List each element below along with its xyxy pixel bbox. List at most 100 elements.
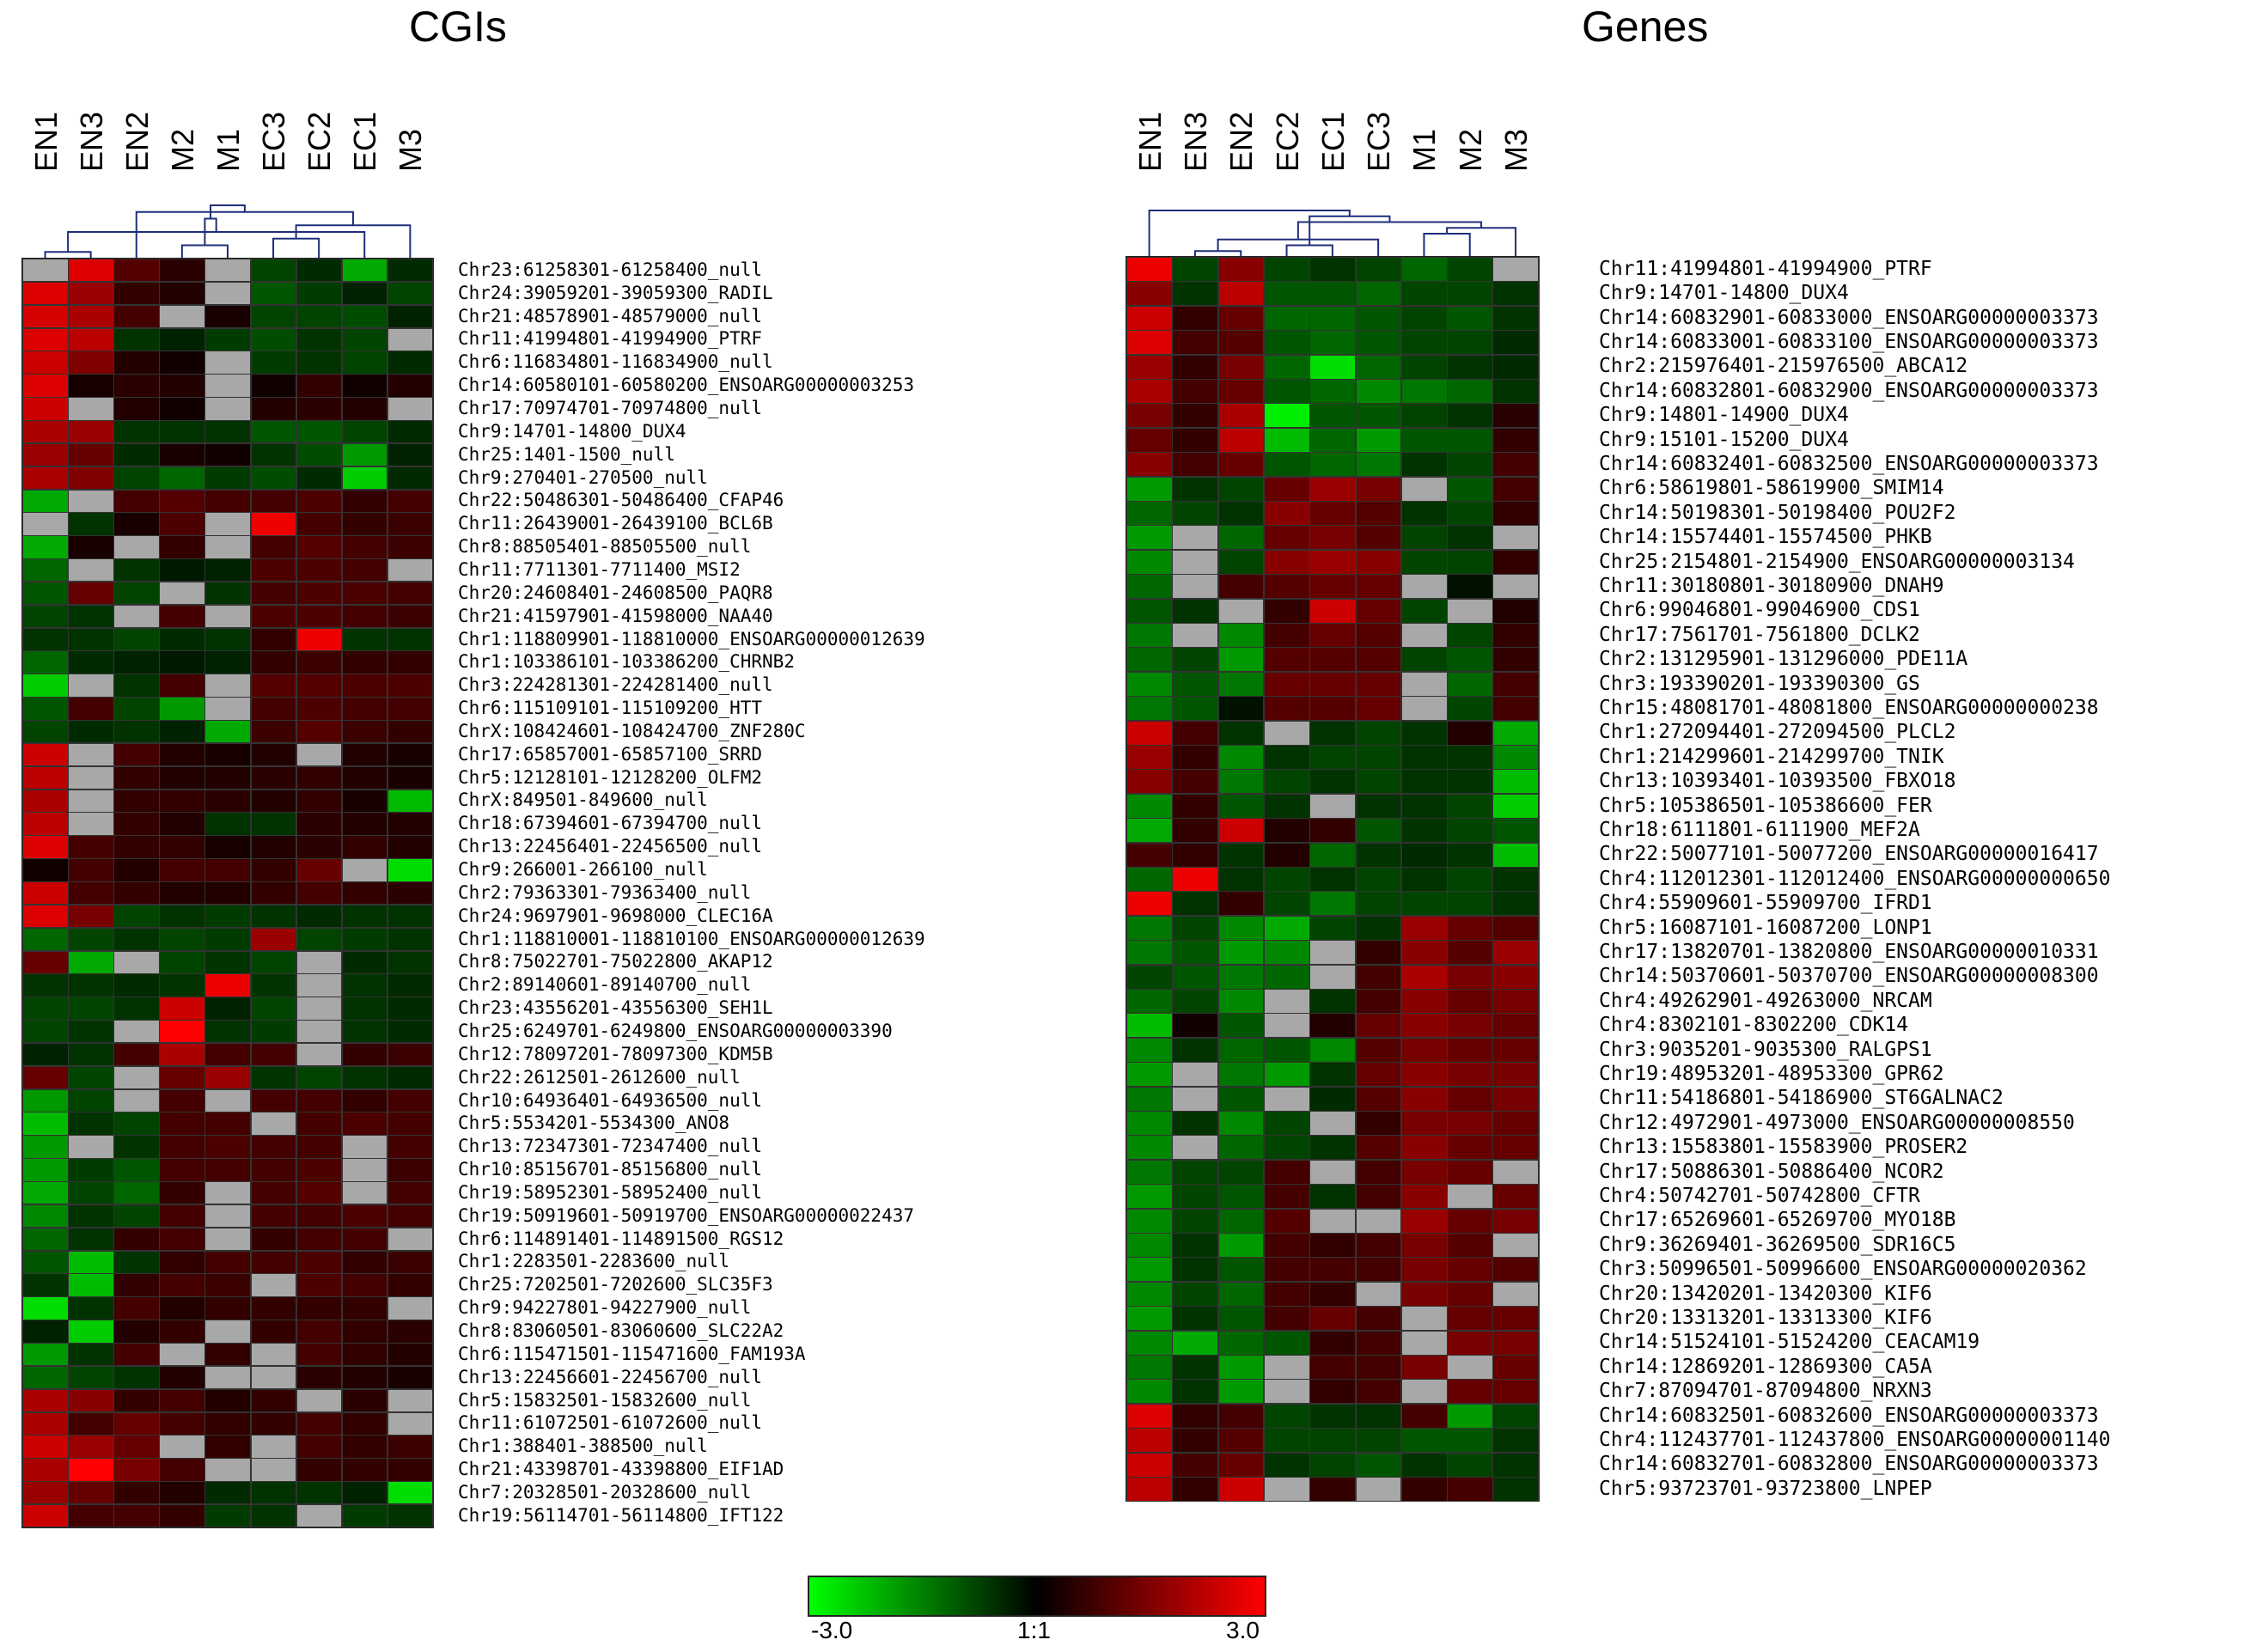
heatmap-cell [1355,1037,1402,1063]
heatmap-cell [1126,427,1173,453]
row-label: Chr6:115471501-115471600_FAM193A [458,1343,806,1364]
row-label: Chr19:56114701-56114800_IFT122 [458,1504,784,1526]
heatmap-cell [159,1435,205,1459]
row-label: Chr9:14701-14800_DUX4 [1599,282,1849,305]
heatmap-cell [1400,501,1448,526]
heatmap-cell [1355,867,1402,892]
heatmap-cell [113,904,160,929]
heatmap-cell [1217,525,1265,551]
heatmap-cell [1309,647,1357,673]
heatmap-cell [68,997,114,1021]
heatmap-cell [1126,696,1173,722]
heatmap-cell [1400,1281,1448,1307]
heatmap-cell [1263,525,1310,551]
heatmap-cell [387,858,434,882]
heatmap-cell [68,881,114,905]
heatmap-cell [341,1112,388,1136]
heatmap-cell [296,973,343,997]
heatmap-cell [1492,720,1540,746]
heatmap-cell [1263,257,1310,282]
heatmap-cell [159,858,205,882]
heatmap-cell [1217,1013,1265,1039]
heatmap-cell [387,1365,434,1390]
heatmap-cell [159,351,205,375]
heatmap-cell [1126,793,1173,819]
heatmap-cell [296,259,343,283]
heatmap-cell [204,904,252,929]
heatmap-cell [204,1342,252,1367]
row-label: Chr9:266001-266100_null [458,859,708,881]
heatmap-cell [1492,1135,1540,1161]
row-label: Chr18:67394601-67394700_null [458,813,763,834]
heatmap-cell [204,466,252,491]
heatmap-cell [1400,696,1448,722]
heatmap-cell [1263,1355,1310,1380]
heatmap-cell [1217,720,1265,746]
heatmap-cell [68,1365,114,1390]
heatmap-cell [341,466,388,491]
heatmap-cell [1172,867,1219,892]
heatmap-cell [1172,1111,1219,1136]
heatmap-cell [1309,1037,1357,1063]
heatmap-cell [1172,574,1219,600]
heatmap-cell [204,304,252,329]
heatmap-cell [22,1158,69,1182]
heatmap-cell [1309,745,1357,770]
heatmap-cell [159,674,205,698]
heatmap-cell [341,627,388,652]
heatmap-cell [159,950,205,974]
row-label: Chr23:61258301-61258400_null [458,259,763,280]
heatmap-cell [1355,1184,1402,1210]
row-label: Chr13:22456401-22456500_null [458,836,763,857]
heatmap-cell [1217,1403,1265,1429]
heatmap-cell [1400,1086,1448,1112]
heatmap-cell [1126,1257,1173,1283]
heatmap-cell [204,1503,252,1528]
row-label: Chr13:72347301-72347400_null [458,1136,763,1157]
heatmap-cell [1172,696,1219,722]
heatmap-cell [1217,501,1265,526]
heatmap-cell [1492,1403,1540,1429]
heatmap-cell [204,1296,252,1320]
heatmap-cell [250,1435,297,1459]
heatmap-cell [341,835,388,859]
heatmap-cell [1263,1452,1310,1478]
heatmap-cell [1400,525,1448,551]
heatmap-cell [1172,720,1219,746]
heatmap-cell [113,466,160,491]
legend-max-label: 3.0 [1226,1617,1260,1643]
heatmap-cell [113,489,160,513]
heatmap-cell [1263,842,1310,868]
heatmap-cell [68,558,114,582]
heatmap-cell [1309,1233,1357,1258]
heatmap-cell [204,1181,252,1205]
heatmap-cell [159,604,205,629]
heatmap-cell [159,1112,205,1136]
heatmap-cell [296,1342,343,1367]
heatmap-cell [1217,1257,1265,1283]
heatmap-cell [250,1135,297,1159]
heatmap-cell [1263,964,1310,990]
heatmap-cell [1492,281,1540,307]
row-label: Chr17:70974701-70974800_null [458,398,763,419]
heatmap-cell [250,1088,297,1113]
heatmap-cell [22,812,69,836]
heatmap-cell [341,1250,388,1274]
heatmap-cell [22,259,69,283]
heatmap-cell [341,397,388,421]
row-label: Chr25:6249701-6249800_ENSOARG00000003390 [458,1020,893,1041]
heatmap-cell [22,950,69,974]
heatmap-cell [1492,989,1540,1014]
heatmap-cell [1355,452,1402,478]
heatmap-cell [387,720,434,744]
heatmap-cell [387,397,434,421]
heatmap-cell [1447,891,1493,917]
heatmap-cell [204,442,252,467]
heatmap-cell [296,466,343,491]
heatmap-cell [68,1065,114,1090]
heatmap-cell [68,581,114,606]
heatmap-cell [1263,427,1310,453]
heatmap-cell [1263,793,1310,819]
heatmap-cell [1126,623,1173,648]
heatmap-cell [113,858,160,882]
